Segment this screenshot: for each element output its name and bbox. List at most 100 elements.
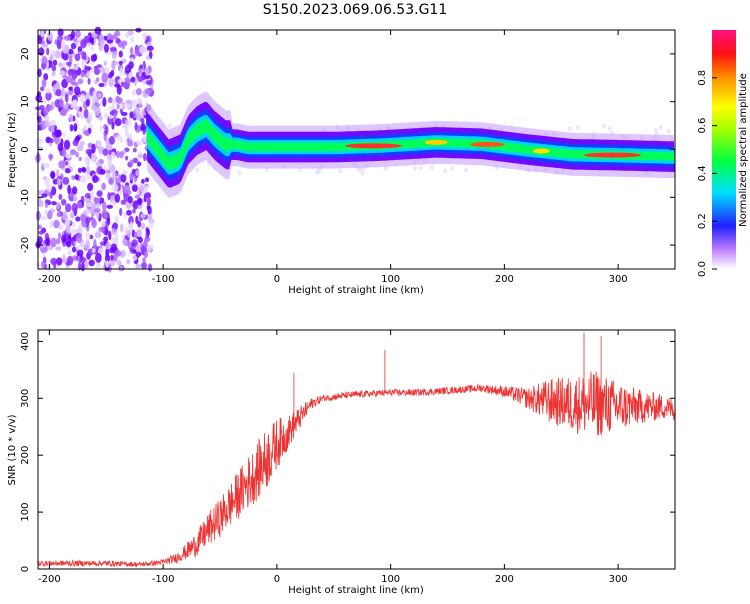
spectrogram-speckle bbox=[41, 43, 49, 48]
spectrogram-speckle bbox=[71, 71, 78, 80]
spectrogram-speckle bbox=[96, 77, 100, 82]
spectrogram-xtick-label: 300 bbox=[609, 274, 628, 285]
spectrogram-speckle bbox=[75, 216, 81, 222]
spectrogram-speckle bbox=[137, 153, 145, 158]
spectrogram-speckle bbox=[137, 204, 143, 210]
spectrogram-speckle bbox=[104, 254, 111, 262]
spectrogram-speckle bbox=[102, 97, 107, 107]
spectrogram-speckle bbox=[56, 202, 60, 210]
spectrogram-speckle bbox=[135, 170, 140, 177]
spectrogram-speckle bbox=[78, 156, 82, 162]
spectrogram-speckle bbox=[37, 36, 43, 45]
spectrogram-speckle bbox=[91, 104, 97, 111]
snr-y-ticks: 0 100 200 300 400 bbox=[20, 332, 675, 572]
spectrogram-speckle bbox=[99, 66, 105, 74]
spectrogram-speckle bbox=[107, 157, 113, 167]
spectrogram-speckle bbox=[35, 94, 43, 102]
spectrogram-speckle bbox=[96, 64, 103, 69]
spectrogram-speckle bbox=[84, 197, 91, 203]
spectrogram-speckle bbox=[57, 142, 64, 152]
spectrogram-speckle bbox=[84, 260, 89, 270]
spectrogram-speckle bbox=[120, 111, 128, 117]
spectrogram-speckle bbox=[58, 193, 63, 201]
spectrogram-speckle bbox=[127, 140, 134, 147]
spectrogram-speckle bbox=[85, 165, 90, 176]
spectrogram-speckle bbox=[69, 149, 77, 156]
spectrogram-speckle bbox=[66, 255, 74, 266]
spectrogram-speckle bbox=[74, 135, 81, 142]
spectrogram-speckle bbox=[77, 46, 83, 53]
spectrogram-speckle bbox=[167, 123, 172, 129]
spectrogram-speckle bbox=[131, 100, 138, 107]
spectrogram-speckle bbox=[129, 221, 133, 230]
spectrogram-speckle bbox=[80, 213, 87, 222]
spectrogram-speckle bbox=[47, 104, 53, 111]
spectrogram-speckle bbox=[128, 61, 134, 69]
spectrogram-speckle bbox=[96, 140, 102, 148]
spectrogram-speckle bbox=[113, 112, 117, 119]
spectrogram-speckle bbox=[141, 178, 145, 184]
spectrogram-speckle bbox=[132, 147, 137, 153]
spectrogram-speckle bbox=[51, 201, 57, 206]
spectrogram-speckle bbox=[65, 203, 72, 213]
spectrogram-speckle bbox=[112, 171, 117, 180]
spectrogram-speckle bbox=[129, 46, 134, 55]
spectrogram-speckle bbox=[40, 86, 45, 92]
spectrogram-speckle bbox=[62, 147, 67, 158]
colorbar-tick-label: 0.6 bbox=[697, 118, 708, 134]
spectrogram-speckle bbox=[101, 201, 107, 211]
spectrogram-speckle bbox=[83, 129, 90, 136]
colorbar: 0.0 0.2 0.4 0.6 0.8 Normalized spectral ampl… bbox=[697, 30, 749, 277]
spectrogram-speckle bbox=[135, 113, 142, 120]
snr-x-label: Height of straight line (km) bbox=[288, 585, 424, 596]
spectrogram-speckle bbox=[93, 208, 101, 213]
spectrogram-speckle bbox=[145, 192, 152, 199]
spectrogram-speckle bbox=[45, 88, 52, 94]
spectrogram-speckle bbox=[119, 136, 124, 144]
spectrogram-speckle bbox=[64, 93, 69, 103]
spectrogram-speckle bbox=[115, 118, 122, 127]
spectrogram-speckle bbox=[62, 132, 66, 138]
spectrogram-speckle bbox=[84, 155, 91, 164]
spectrogram-speckle bbox=[96, 190, 103, 197]
spectrogram-speckle bbox=[51, 124, 55, 133]
spectrogram-speckle bbox=[57, 232, 62, 239]
spectrogram-speckle bbox=[52, 84, 57, 94]
spectrogram-speckle bbox=[58, 62, 63, 68]
spectrogram-speckle bbox=[49, 220, 54, 228]
spectrogram-speckle bbox=[108, 177, 115, 185]
spectrogram-speckle bbox=[46, 210, 53, 220]
spectrogram-speckle bbox=[61, 198, 67, 206]
spectrogram-speckle bbox=[51, 65, 57, 72]
spectrogram-speckle bbox=[112, 184, 119, 192]
spectrogram-hotspot bbox=[470, 141, 505, 147]
spectrogram-speckle bbox=[68, 113, 74, 122]
spectrogram-speckle bbox=[74, 174, 80, 181]
spectrogram-speckle bbox=[195, 167, 200, 173]
spectrogram-speckle bbox=[149, 220, 154, 229]
spectrogram-speckle bbox=[65, 161, 69, 166]
spectrogram-speckle bbox=[112, 222, 119, 230]
spectrogram-speckle bbox=[135, 244, 140, 253]
spectrogram-speckle bbox=[65, 225, 71, 234]
colorbar-tick-label: 0.2 bbox=[697, 213, 708, 229]
spectrogram-speckle bbox=[43, 120, 51, 128]
spectrogram-speckle bbox=[450, 165, 455, 171]
snr-y-label: SNR (10 * v/v) bbox=[7, 414, 18, 485]
spectrogram-speckle bbox=[62, 176, 70, 185]
spectrogram-speckle bbox=[75, 151, 79, 158]
spectrogram-speckle bbox=[121, 238, 128, 246]
spectrogram-hotspot bbox=[584, 152, 641, 158]
colorbar-gradient bbox=[712, 30, 736, 269]
spectrogram-speckle bbox=[65, 61, 72, 66]
spectrogram-speckle bbox=[52, 59, 58, 66]
spectrogram-speckle bbox=[41, 78, 47, 88]
spectrogram-speckle bbox=[135, 88, 142, 96]
spectrogram-speckle bbox=[143, 250, 148, 259]
spectrogram-speckle bbox=[39, 243, 47, 248]
spectrogram-speckle bbox=[84, 64, 88, 75]
spectrogram-speckle bbox=[108, 77, 114, 88]
spectrogram-speckle bbox=[114, 193, 121, 203]
spectrogram-speckle bbox=[443, 168, 448, 174]
spectrogram-speckle bbox=[61, 210, 68, 221]
